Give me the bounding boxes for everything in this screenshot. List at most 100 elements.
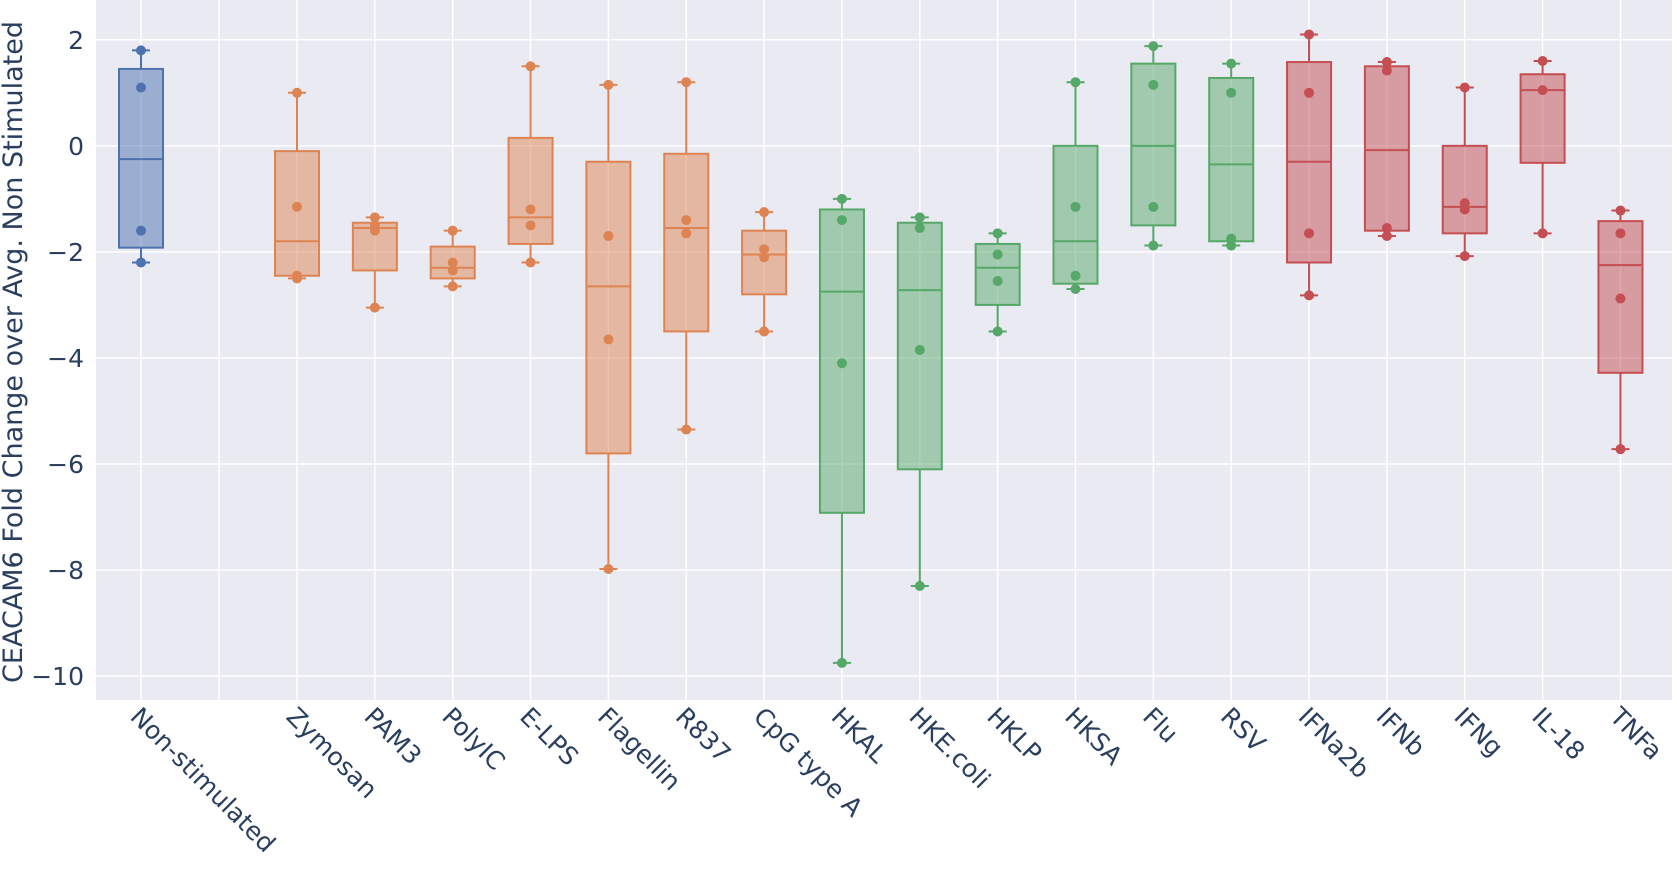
data-point xyxy=(525,257,536,268)
box-flu xyxy=(1130,41,1177,251)
y-tick-label: −10 xyxy=(31,662,84,691)
box-hklp xyxy=(974,228,1021,337)
x-tick-label-hksa: HKSA xyxy=(1059,702,1128,771)
data-point xyxy=(1381,223,1392,234)
data-point xyxy=(447,225,458,236)
data-point xyxy=(1459,204,1470,215)
data-point xyxy=(1381,57,1392,68)
data-point xyxy=(681,424,692,435)
data-point xyxy=(1381,65,1392,76)
box-r837 xyxy=(663,77,710,435)
plot-background xyxy=(96,0,1672,700)
data-point xyxy=(914,223,925,234)
data-point xyxy=(292,273,302,284)
data-point xyxy=(525,61,536,72)
data-point xyxy=(603,564,614,575)
data-point xyxy=(1537,85,1548,96)
y-tick-labels: 2 0 −2 −4 −6 −8 −10 xyxy=(31,26,84,691)
data-point xyxy=(447,281,458,292)
box-ifnb xyxy=(1363,57,1410,241)
data-point xyxy=(836,657,847,668)
data-point xyxy=(1148,79,1159,90)
box-e-lps xyxy=(507,61,554,268)
data-point xyxy=(992,326,1003,337)
data-point xyxy=(992,249,1003,260)
data-point xyxy=(292,87,302,98)
box-hksa xyxy=(1052,77,1099,295)
data-point xyxy=(836,358,847,369)
x-tick-label-ifng: IFNg xyxy=(1449,702,1509,762)
y-tick-label: −4 xyxy=(47,344,84,373)
x-tick-label-ifna2b: IFNa2b xyxy=(1293,702,1375,784)
box-body xyxy=(585,160,632,455)
box-body xyxy=(274,150,320,277)
data-point xyxy=(759,207,770,218)
x-tick-label-flagellin: Flagellin xyxy=(592,702,686,796)
data-point xyxy=(1304,228,1315,239)
y-axis-title: CEACAM6 Fold Change over Avg. Non Stimul… xyxy=(0,21,29,683)
data-point xyxy=(1615,205,1626,216)
box-pam3 xyxy=(351,212,398,313)
box-rsv xyxy=(1208,58,1255,251)
data-point xyxy=(136,82,146,93)
data-point xyxy=(1304,87,1315,98)
data-point xyxy=(1615,293,1626,304)
data-point xyxy=(1070,284,1081,295)
data-point xyxy=(1459,82,1470,93)
data-point xyxy=(369,212,380,223)
x-tick-label-il-18: IL-18 xyxy=(1526,702,1590,766)
x-tick-label-tnfa: TNFa xyxy=(1604,701,1669,766)
data-point xyxy=(1226,58,1237,69)
data-point xyxy=(1148,41,1159,52)
box-il-18 xyxy=(1519,55,1566,239)
data-point xyxy=(1381,230,1392,241)
box-polyic xyxy=(429,225,476,292)
data-point xyxy=(136,45,146,56)
data-point xyxy=(836,215,847,226)
data-point xyxy=(1226,233,1237,244)
data-point xyxy=(1304,29,1315,40)
box-hkal xyxy=(818,193,865,668)
data-point xyxy=(759,326,770,337)
data-point xyxy=(1070,201,1081,212)
box-layer xyxy=(118,29,1644,668)
y-tick-label: 2 xyxy=(68,26,84,55)
data-point xyxy=(1537,55,1548,66)
x-tick-label-hke-coli: HKE.coli xyxy=(904,702,997,795)
y-tick-label: −8 xyxy=(47,556,84,585)
box-body xyxy=(663,152,710,333)
y-tick-label: −6 xyxy=(47,450,84,479)
data-point xyxy=(992,228,1003,239)
box-non-stimulated xyxy=(118,45,164,268)
x-tick-label-polyic: PolyIC xyxy=(436,702,510,776)
data-point xyxy=(1148,240,1159,251)
data-point xyxy=(1226,87,1237,98)
box-hke-coli xyxy=(896,212,943,591)
data-point xyxy=(1070,270,1081,281)
data-point xyxy=(1615,444,1626,455)
data-point xyxy=(369,225,380,236)
data-point xyxy=(136,257,146,268)
data-point xyxy=(603,334,614,345)
data-point xyxy=(603,79,614,90)
x-tick-label-pam3: PAM3 xyxy=(359,702,428,771)
y-tick-label: −2 xyxy=(47,238,84,267)
data-point xyxy=(992,276,1003,287)
data-point xyxy=(1459,251,1470,262)
box-body xyxy=(1208,76,1255,243)
data-point xyxy=(1148,201,1159,212)
box-zymosan xyxy=(274,87,320,284)
data-point xyxy=(603,230,614,241)
x-tick-label-hklp: HKLP xyxy=(981,702,1047,768)
x-tick-label-r837: R837 xyxy=(670,702,737,769)
x-tick-label-flu: Flu xyxy=(1137,702,1184,749)
box-ifng xyxy=(1441,82,1488,262)
data-point xyxy=(1615,228,1626,239)
x-tick-label-e-lps: E-LPS xyxy=(514,702,584,772)
data-point xyxy=(1537,228,1548,239)
data-point xyxy=(681,228,692,239)
data-point xyxy=(525,220,536,231)
